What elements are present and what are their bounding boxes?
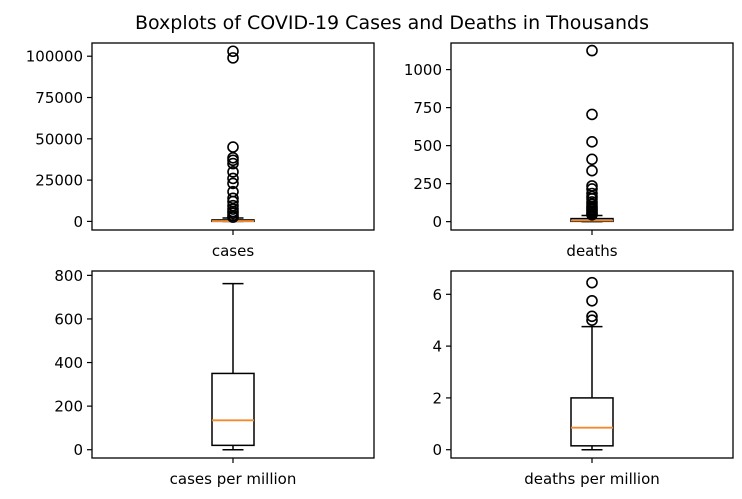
outlier-point: [227, 52, 239, 64]
outlier-point: [586, 44, 598, 57]
x-category-label: deaths per million: [524, 470, 660, 488]
y-tick-label: 75000: [35, 89, 83, 107]
y-tick-label: 500: [413, 137, 442, 155]
y-tick-label: 0: [73, 441, 83, 459]
y-tick-label: 600: [54, 310, 83, 328]
outlier-point: [227, 157, 239, 170]
axes-frame: [91, 270, 375, 459]
outlier-point: [227, 177, 239, 190]
outlier-point: [586, 294, 598, 307]
y-tick-label: 250: [413, 175, 442, 193]
outlier-point: [586, 164, 598, 177]
y-tick-label: 4: [432, 338, 442, 356]
outlier-point: [227, 45, 239, 58]
y-tick-label: 200: [54, 398, 83, 416]
axes-frame: [91, 42, 375, 231]
y-tick-label: 100000: [26, 48, 83, 66]
y-tick-label: 6: [432, 286, 442, 304]
x-category-label: cases: [212, 242, 254, 260]
outlier-point: [586, 208, 598, 221]
y-tick-label: 1000: [404, 61, 442, 79]
y-tick-label: 0: [432, 441, 442, 459]
x-category-label: cases per million: [170, 470, 297, 488]
outlier-point: [227, 211, 239, 223]
y-tick-label: 0: [432, 213, 442, 231]
outlier-point: [227, 166, 239, 178]
figure-title: Boxplots of COVID-19 Cases and Deaths in…: [135, 12, 649, 34]
y-tick-label: 25000: [35, 172, 83, 190]
x-category-label: deaths: [566, 242, 617, 260]
outlier-point: [586, 314, 598, 327]
outlier-point: [586, 310, 598, 323]
y-tick-label: 750: [413, 99, 442, 117]
subplot-cases: 0 25000 50000 75000 100000 cases: [26, 42, 375, 260]
y-tick-label: 0: [73, 213, 83, 231]
y-tick-label: 2: [432, 389, 442, 407]
y-tick-label: 50000: [35, 130, 83, 148]
outlier-point: [227, 172, 239, 185]
outlier-point: [586, 108, 598, 121]
outlier-point: [586, 136, 598, 148]
subplot-deaths: 0 250 500 750 1000 deaths: [404, 42, 734, 260]
axes-frame: [450, 270, 734, 459]
subplot-grid: 0250005000075000100000cases0250500750100…: [26, 42, 734, 488]
iqr-box: [570, 397, 614, 447]
outlier-point: [586, 153, 598, 166]
subplot-deaths-per-million: 0 2 4 6 deaths per million: [432, 270, 734, 488]
subplot-cases-per-million: 0 200 400 600 800 cases per million: [54, 267, 375, 488]
iqr-box: [211, 372, 255, 447]
outlier-point: [227, 154, 239, 167]
y-tick-label: 800: [54, 267, 83, 285]
outlier-point: [586, 276, 598, 289]
y-tick-label: 400: [54, 354, 83, 372]
outlier-point: [227, 141, 239, 153]
axes-frame: [450, 42, 734, 231]
